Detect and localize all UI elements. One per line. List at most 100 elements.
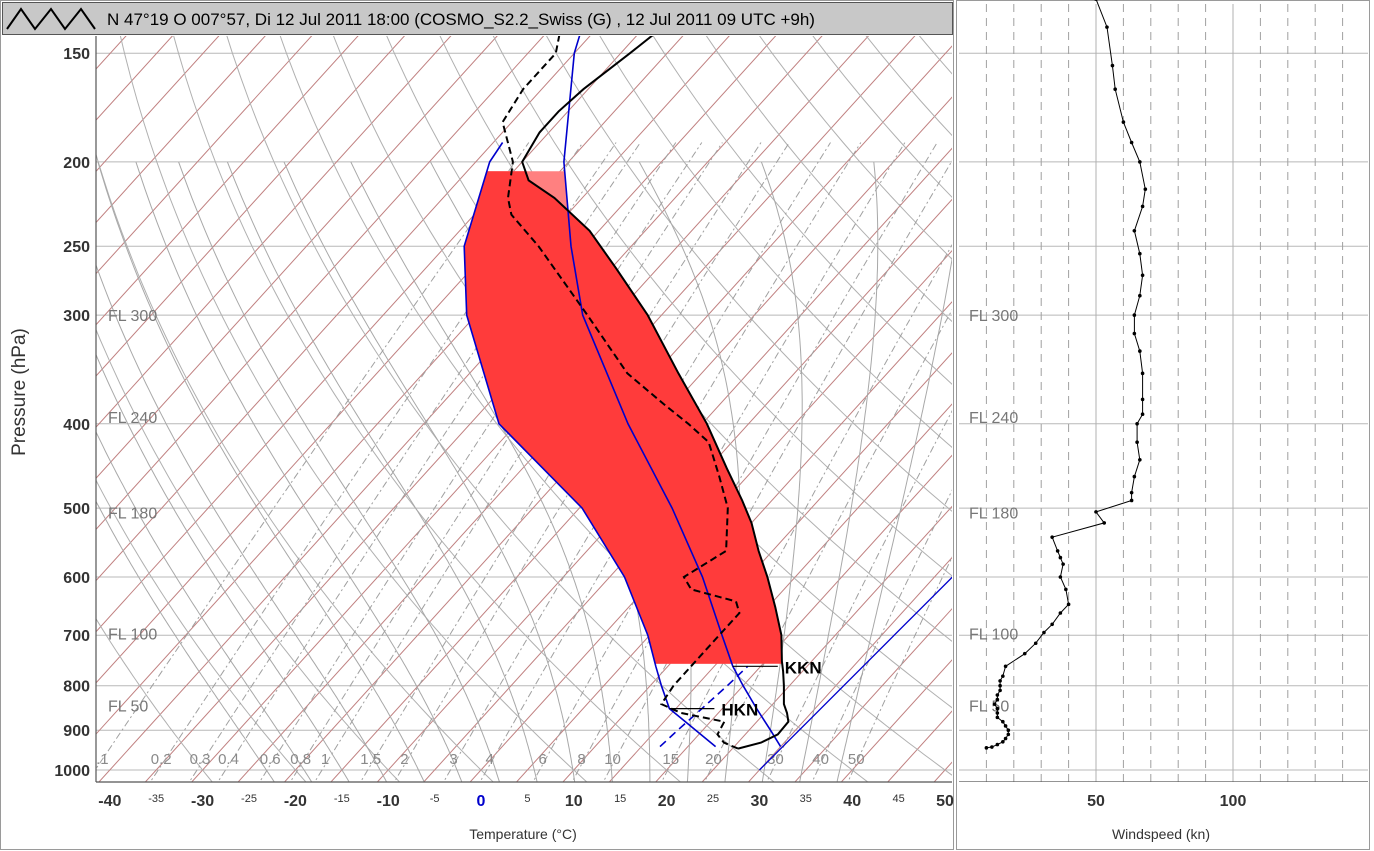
mixing-ratio-label: 0.8 (290, 751, 311, 768)
moist-adiabat-line (96, 263, 388, 782)
moist-adiabat-line (135, 161, 463, 782)
flight-level-label: FL 100 (108, 627, 157, 644)
wind-speed-point (1058, 611, 1063, 615)
mixing-ratio-label: 2 (400, 751, 408, 768)
wind-speed-point (998, 683, 1002, 688)
wind-speed-point (1138, 293, 1142, 298)
moist-adiabat-line (799, 161, 879, 782)
wind-speed-point (1061, 562, 1065, 566)
wind-speed-point (1105, 25, 1109, 29)
wind-flight-level-label: FL 180 (969, 506, 1018, 523)
isotherm-line (96, 36, 452, 428)
moist-adiabat-line (226, 161, 538, 782)
wind-speed-point (1094, 0, 1098, 1)
temperature-tick-label: -20 (284, 793, 307, 810)
wind-speed-point (1003, 664, 1008, 669)
mixing-ratio-label: 0.3 (190, 751, 211, 768)
cape-dark-area (464, 171, 783, 664)
wind-speed-point (1033, 641, 1038, 646)
mixing-ratio-label: 10 (604, 751, 621, 768)
y-axis-label: Pressure (hPa) (9, 328, 30, 456)
wind-flight-level-label: FL 50 (969, 698, 1009, 715)
dry-adiabat-line (759, 36, 952, 260)
isotherm-line (283, 45, 952, 782)
wind-frame (956, 0, 1370, 850)
dry-adiabat-line (599, 36, 952, 449)
dry-adiabat-line (705, 36, 952, 323)
wind-speed-point (1129, 498, 1134, 503)
chart-title: N 47°19 O 007°57, Di 12 Jul 2011 18:00 (… (107, 10, 815, 29)
temperature-tick-label: -10 (377, 793, 400, 810)
isotherm-line (96, 36, 359, 326)
pressure-tick-label: 900 (63, 723, 90, 740)
mixing-ratio-label: 1.5 (360, 751, 381, 768)
temperature-line (521, 36, 790, 750)
temperature-minor-tick-label: -25 (241, 793, 257, 805)
temperature-minor-tick-label: -15 (334, 793, 350, 805)
mixing-ratio-label: 30 (767, 751, 784, 768)
wind-speed-point (1140, 412, 1145, 417)
mixing-ratio-label: 1 (321, 751, 329, 768)
temperature-tick-label: -30 (191, 793, 214, 810)
mixing-ratio-line (811, 489, 952, 782)
wind-speed-point (1050, 535, 1054, 539)
wind-speed-point (1064, 587, 1068, 592)
wind-speed-point (1140, 273, 1145, 278)
level-label: HKN (721, 701, 758, 720)
dry-adiabat-line (96, 479, 307, 782)
mixing-ratio-label: 8 (577, 751, 585, 768)
wind-speed-point (1001, 739, 1005, 744)
moist-adiabat-line (760, 161, 803, 782)
wind-speed-point (1113, 87, 1117, 92)
wind-speed-point (1066, 602, 1071, 607)
wind-speed-point (1058, 555, 1063, 560)
dry-adiabat-line (96, 328, 401, 782)
wind-speed-point (1001, 719, 1005, 724)
wind-speed-point (1140, 371, 1145, 376)
pressure-tick-label: 200 (63, 155, 90, 172)
flight-level-label: FL 180 (108, 506, 157, 523)
moist-adiabat-line (96, 430, 313, 782)
temperature-tick-label: -40 (98, 793, 121, 810)
isotherm-line (96, 36, 545, 531)
pressure-tick-label: 600 (63, 570, 90, 587)
wind-speed-point (1102, 521, 1107, 525)
mixing-ratio-line (847, 556, 952, 782)
temperature-minor-tick-label: 45 (892, 793, 904, 805)
mixing-ratio-line (217, 142, 641, 782)
wind-speed-point (1003, 724, 1008, 728)
temperature-tick-label: 40 (843, 793, 861, 810)
isotherm-line (96, 36, 313, 275)
wind-speed-point (995, 711, 1000, 715)
warm-parcel-line (563, 36, 782, 748)
flight-level-label: FL 50 (108, 698, 148, 715)
mixing-ratio-label: 6 (538, 751, 546, 768)
temperature-minor-tick-label: -5 (430, 793, 440, 805)
temperature-tick-label: 50 (936, 793, 954, 810)
mixing-ratio-label: 15 (662, 751, 679, 768)
wind-background: FL 300 FL 240 FL 180 FL 100 FL 50 (959, 4, 1368, 782)
isotherm-line (701, 505, 952, 782)
wind-speed-point (1135, 440, 1139, 445)
wind-speed-point (1132, 313, 1137, 317)
mixing-ratio-line (393, 142, 790, 782)
surface-adiabat-line (758, 576, 952, 771)
wind-speed-point (998, 679, 1002, 683)
wind-speed-point (1055, 549, 1060, 553)
moist-adiabat-line (97, 161, 425, 782)
wind-speed-point (995, 697, 1000, 702)
isotherm-line (96, 36, 498, 480)
temperature-minor-tick-label: 25 (707, 793, 719, 805)
mixing-ratio-label: 50 (848, 751, 865, 768)
isotherm-line (747, 556, 952, 782)
isotherm-line (96, 36, 220, 173)
zigzag-wave-icon[interactable] (5, 5, 97, 33)
temperature-tick-label: 30 (751, 793, 769, 810)
wind-tick-label: 100 (1220, 793, 1247, 810)
wind-speed-point (1050, 622, 1054, 627)
dry-adiabat-line (226, 36, 775, 782)
moist-adiabat-line (283, 161, 576, 782)
mixing-ratio-label: 20 (705, 751, 722, 768)
wind-speed-point (990, 745, 994, 749)
isotherm-line (96, 36, 638, 633)
